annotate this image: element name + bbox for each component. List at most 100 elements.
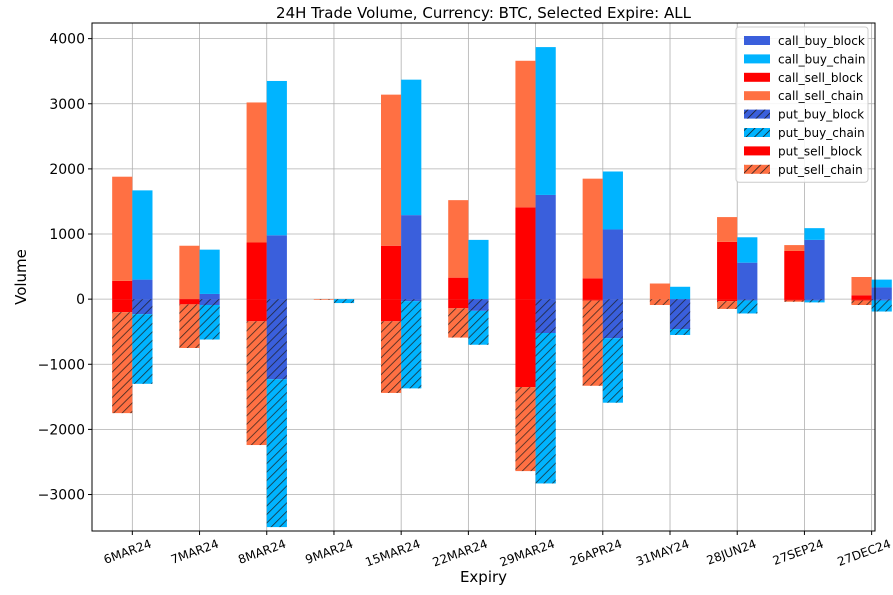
bar-put-sell-block-29mar24 [515,299,536,388]
x-tick-label: 6MAR24 [102,537,154,567]
bar-hatch-put-sell-chain-27sep24 [784,300,805,302]
bar-call-sell-block-27dec24 [851,295,872,300]
y-tick-label: 4000 [49,32,85,48]
bar-put-sell-block-22mar24 [448,299,469,309]
bar-hatch-put-sell-chain-22mar24 [448,308,469,338]
legend-swatch-call-sell-chain [744,91,770,101]
x-tick-label: 29MAR24 [498,537,557,570]
bar-hatch-put-buy-chain-8mar24 [266,379,287,528]
bar-call-buy-block-27sep24 [804,239,825,300]
legend-label-call-sell-block: call_sell_block [778,71,863,85]
bar-hatch-put-buy-chain-27dec24 [871,300,892,312]
bar-call-sell-block-6mar24 [112,280,133,300]
bar-hatch-put-buy-block-27dec24 [871,299,892,301]
x-tick-label: 9MAR24 [303,537,355,567]
plot-frame [91,22,876,532]
bar-call-sell-chain-7mar24 [179,245,200,300]
bar-hatch-put-buy-block-26apr24 [602,299,623,339]
bar-hatch-put-sell-chain-9mar24 [313,299,334,300]
bar-hatch-put-sell-chain-6mar24 [112,312,133,414]
x-tick-label: 26APR24 [568,537,624,569]
bar-call-buy-block-7mar24 [199,293,220,300]
bar-put-sell-block-27dec24 [851,299,872,301]
bar-call-sell-block-22mar24 [448,277,469,300]
x-tick-label: 15MAR24 [363,537,422,570]
legend-label-call-sell-chain: call_sell_chain [778,89,863,103]
bar-call-buy-block-6mar24 [132,279,153,300]
legend: call_buy_block call_buy_chain call_sell_bl… [735,26,869,183]
bar-hatch-put-buy-chain-27sep24 [804,300,825,303]
bar-hatch-put-buy-block-29mar24 [535,299,556,334]
bar-hatch-put-buy-block-31may24 [670,299,691,330]
bar-hatch-put-buy-chain-22mar24 [468,310,489,345]
bar-hatch-put-buy-chain-29mar24 [535,333,556,484]
bar-hatch-put-buy-block-27sep24 [804,299,825,301]
bar-hatch-put-sell-chain-31may24 [649,299,671,306]
bar-put-sell-block-26apr24 [582,299,603,301]
bar-hatch-put-buy-chain-31may24 [670,329,691,335]
x-axis-ticks: 6MAR24 7MAR24 8MAR24 9MAR24 15MAR24 22MAR24 29… [102,531,893,569]
y-tick-label: 1000 [49,227,85,243]
bar-call-buy-block-8mar24 [266,235,287,300]
bar-hatch-put-buy-block-22mar24 [468,299,489,311]
legend-swatch-hatch-put-buy-chain [744,128,770,137]
x-tick-label: 28JUN24 [705,537,759,568]
y-tick-label: 3000 [49,97,85,113]
bar-call-sell-block-28jun24 [717,241,738,300]
bar-hatch-put-buy-block-28jun24 [737,299,758,301]
bar-put-sell-block-8mar24 [246,299,267,322]
bar-call-buy-chain-27sep24 [804,228,825,240]
bar-hatch-put-sell-chain-8mar24 [246,321,267,446]
bar-call-buy-block-15mar24 [401,215,422,300]
x-axis-title: Expiry [460,568,507,586]
bar-put-sell-block-15mar24 [381,299,402,322]
y-axis-ticks: −3000 −2000 −1000 0 1000 2000 3000 4000 [38,32,92,504]
chart-title: 24H Trade Volume, Currency: BTC, Selecte… [276,4,692,22]
x-tick-label: 31MAY24 [634,537,691,569]
bar-call-sell-chain-6mar24 [112,176,133,281]
bar-call-sell-chain-31may24 [649,283,671,300]
bar-call-buy-block-27dec24 [871,287,892,300]
bar-call-buy-chain-6mar24 [132,190,153,280]
bar-call-buy-block-29mar24 [535,194,556,300]
bar-call-buy-chain-28jun24 [737,237,758,263]
legend-label-put-buy-chain: put_buy_chain [778,126,865,140]
bar-call-sell-block-29mar24 [515,207,536,300]
bar-call-buy-block-28jun24 [737,262,758,300]
bar-put-sell-block-27sep24 [784,299,805,301]
bar-call-sell-chain-28jun24 [717,217,738,242]
bar-hatch-put-buy-block-8mar24 [266,299,287,380]
x-tick-label: 8MAR24 [236,537,288,567]
bar-hatch-put-buy-chain-15mar24 [401,301,422,389]
bar-hatch-put-sell-chain-29mar24 [515,387,536,472]
bar-hatch-put-sell-chain-7mar24 [179,304,200,348]
legend-swatch-call-sell-block [744,72,770,82]
y-tick-label: −1000 [38,357,85,373]
legend-swatch-hatch-put-sell-chain [744,164,770,174]
bar-hatch-put-buy-chain-26apr24 [602,338,623,403]
legend-swatch-put-sell-block [744,146,770,156]
bar-call-sell-block-15mar24 [381,245,402,300]
bar-hatch-put-buy-block-15mar24 [401,299,422,302]
legend-label-put-sell-chain: put_sell_chain [778,163,863,177]
bar-call-sell-chain-22mar24 [448,200,469,278]
bar-call-sell-chain-27sep24 [784,245,805,251]
y-tick-label: 0 [76,292,85,308]
bar-call-buy-chain-8mar24 [266,80,287,236]
x-tick-label: 27DEC24 [835,537,892,569]
bar-hatch-put-buy-block-7mar24 [199,299,220,306]
bar-call-sell-chain-15mar24 [381,94,402,246]
bar-call-buy-chain-22mar24 [468,239,489,300]
y-axis-title: Volume [12,249,30,305]
legend-box [735,26,869,183]
bar-hatch-put-buy-chain-6mar24 [132,314,153,384]
bar-call-sell-chain-8mar24 [246,102,267,243]
y-tick-label: −3000 [38,488,85,504]
legend-swatch-call-buy-chain [744,54,770,64]
bar-hatch-put-sell-chain-28jun24 [717,301,738,309]
y-tick-label: 2000 [49,162,85,178]
bar-put-sell-block-7mar24 [179,299,200,305]
legend-label-put-buy-block: put_buy_block [778,108,864,122]
bar-call-buy-chain-27dec24 [871,279,892,288]
